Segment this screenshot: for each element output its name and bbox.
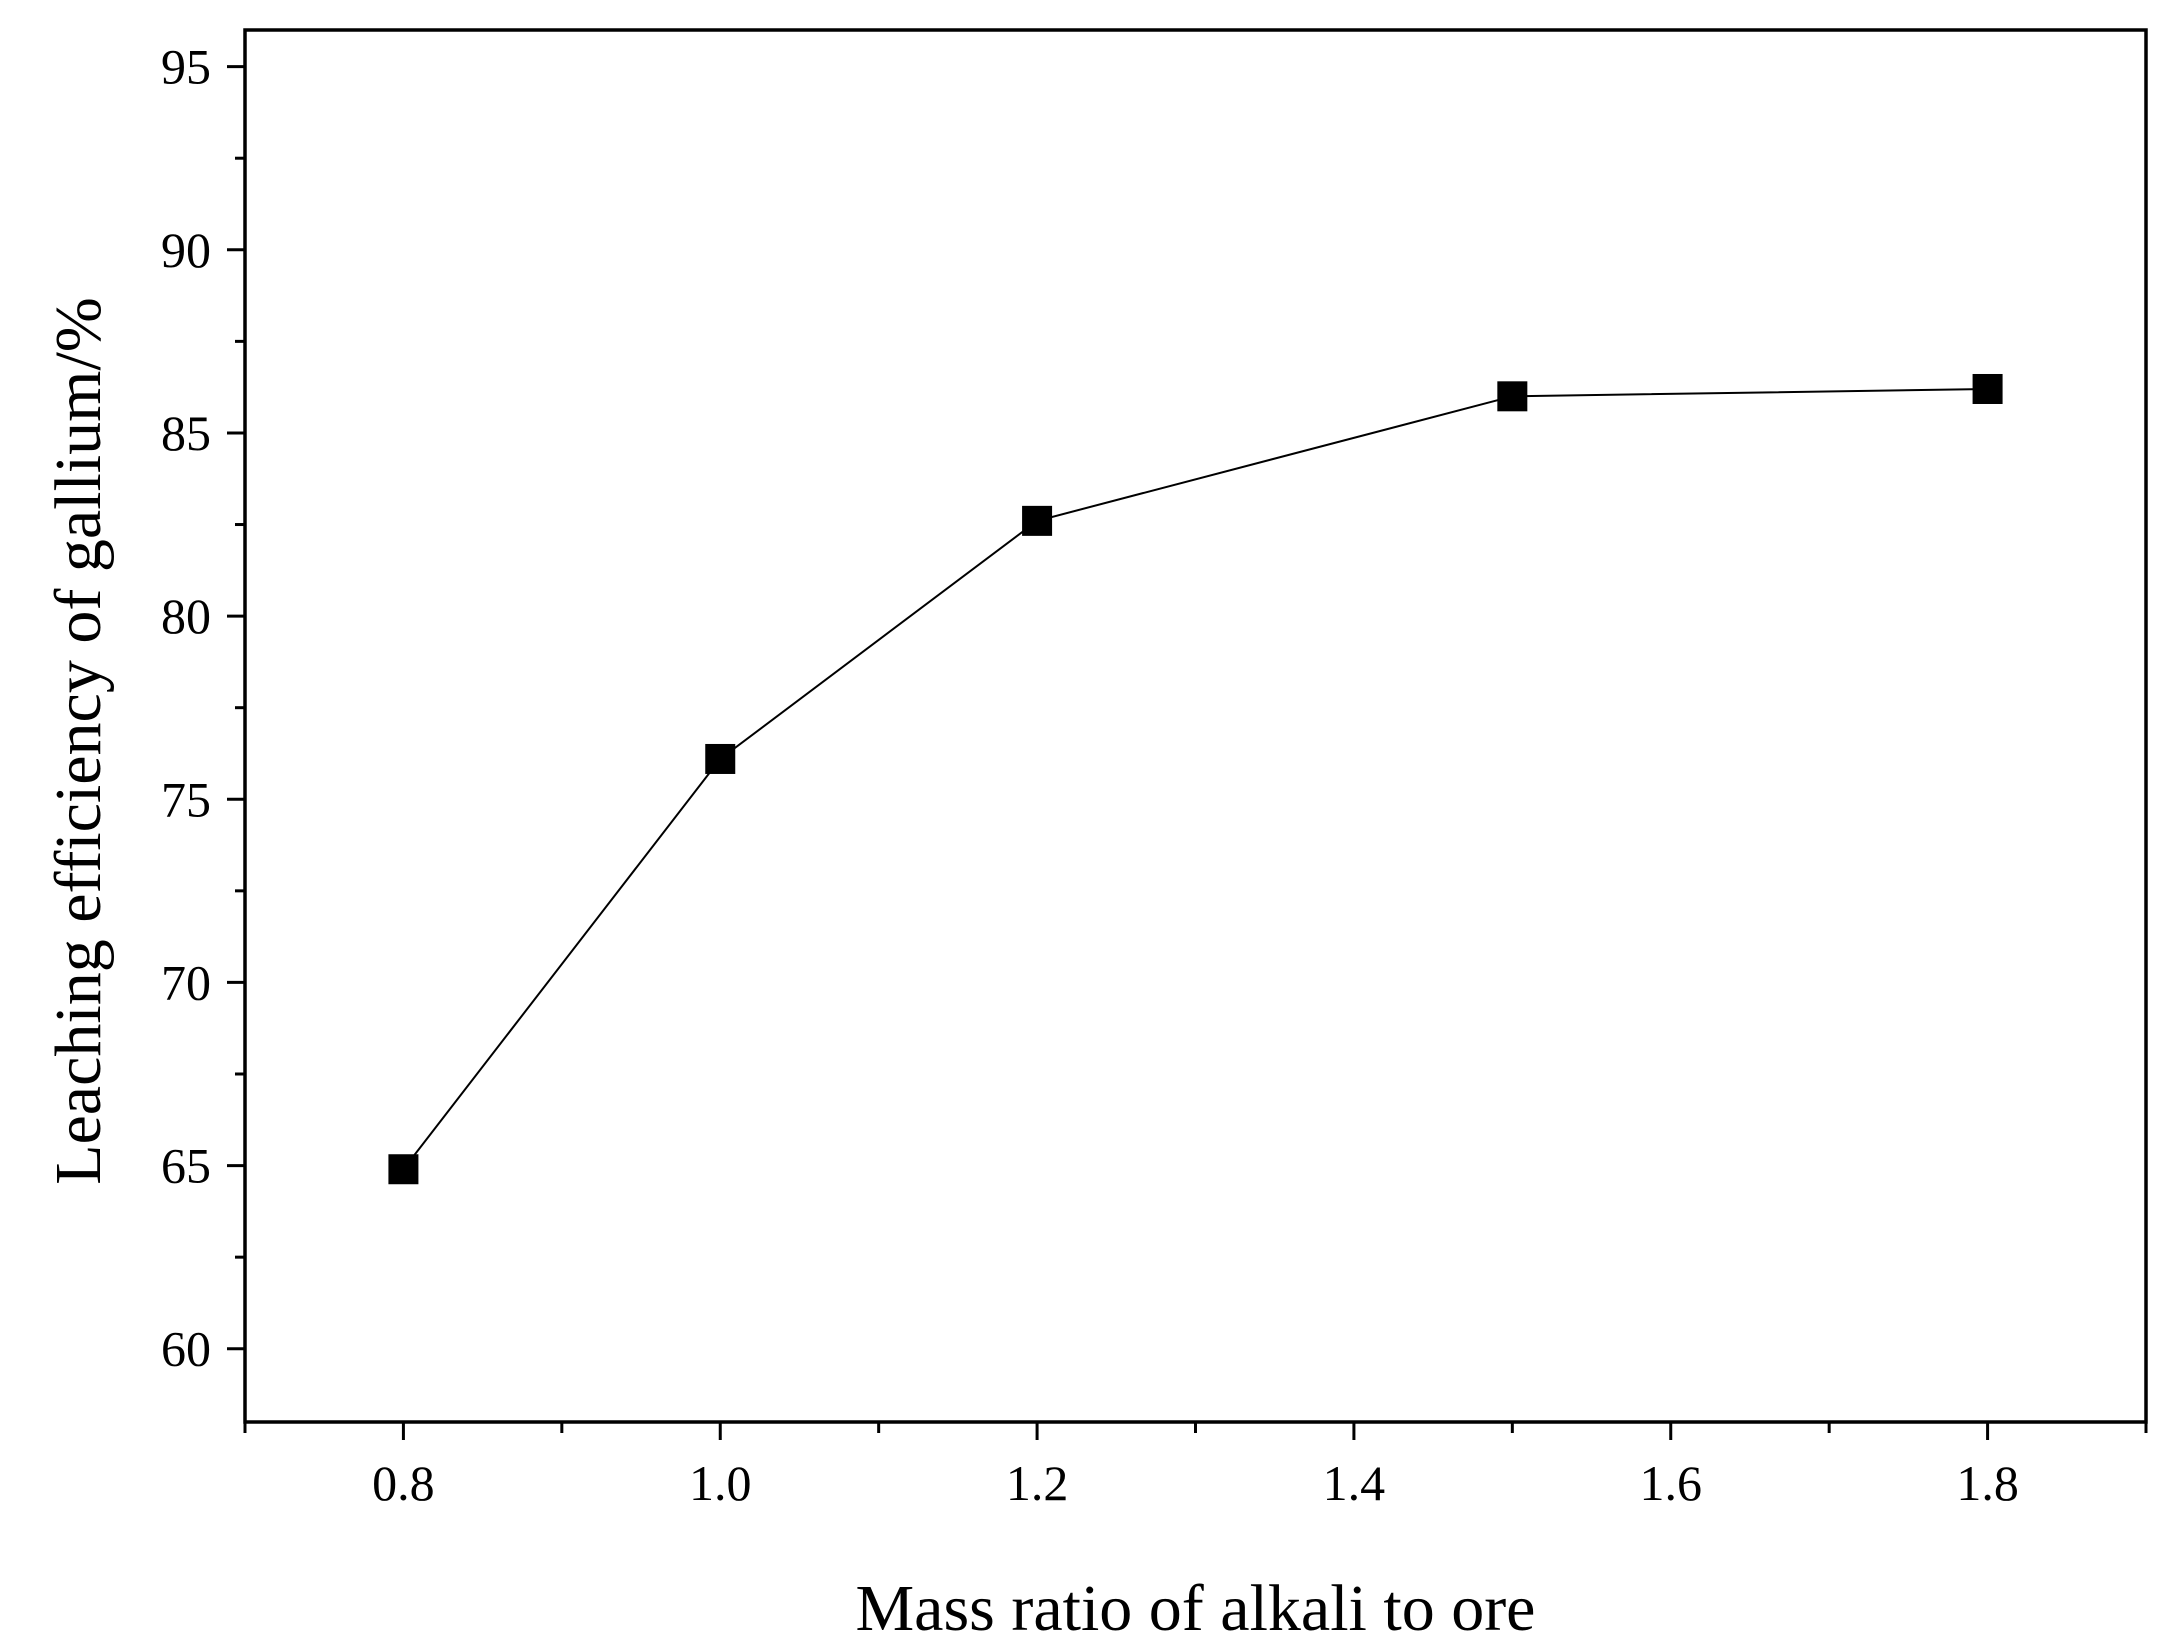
x-tick-label: 1.0 bbox=[689, 1455, 752, 1511]
y-tick-label: 80 bbox=[161, 588, 211, 644]
series-layer bbox=[388, 373, 2003, 1185]
data-point-marker bbox=[388, 1154, 419, 1185]
data-point-marker bbox=[1972, 373, 2003, 404]
y-tick-label: 75 bbox=[161, 771, 211, 827]
ticks-layer: 60 65 70 75 80 85 90 95 0.8 1.0 1.2 1.4 1.6 1.8 bbox=[161, 39, 2148, 1511]
data-point-marker bbox=[1022, 505, 1053, 536]
x-axis-title: Mass ratio of alkali to ore bbox=[856, 1572, 1536, 1644]
data-point-marker bbox=[705, 743, 736, 774]
y-tick-label: 70 bbox=[161, 954, 211, 1010]
y-tick-label: 90 bbox=[161, 222, 211, 278]
x-tick-label: 1.8 bbox=[1956, 1455, 2019, 1511]
y-tick-label: 85 bbox=[161, 405, 211, 461]
x-tick-label: 1.4 bbox=[1323, 1455, 1386, 1511]
plot-frame bbox=[243, 28, 2148, 1424]
x-tick-label: 0.8 bbox=[372, 1455, 435, 1511]
axes-layer bbox=[243, 28, 2148, 1424]
x-tick-label: 1.6 bbox=[1640, 1455, 1703, 1511]
y-axis-title: Leaching efficiency of gallium/% bbox=[42, 297, 115, 1185]
y-tick-label: 60 bbox=[161, 1321, 211, 1377]
y-tick-label: 95 bbox=[161, 39, 211, 95]
series-line bbox=[402, 387, 1988, 1170]
y-tick-label: 65 bbox=[161, 1138, 211, 1194]
x-tick-label: 1.2 bbox=[1006, 1455, 1069, 1511]
data-point-marker bbox=[1497, 381, 1528, 412]
